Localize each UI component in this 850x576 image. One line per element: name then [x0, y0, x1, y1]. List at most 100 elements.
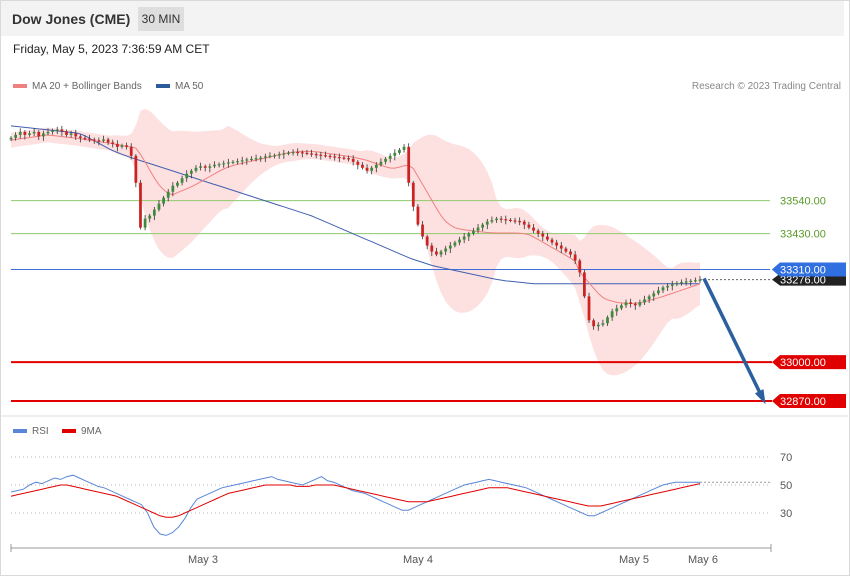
candle-body — [14, 134, 18, 138]
candle-body — [203, 166, 207, 168]
candle-body — [495, 218, 498, 221]
candle-body — [139, 182, 142, 228]
candle-body — [402, 146, 406, 150]
instrument-title: Dow Jones (CME) — [12, 11, 131, 27]
candle-body — [250, 158, 253, 161]
candle-body — [268, 155, 272, 158]
ma9-swatch-icon — [62, 429, 76, 434]
candle-body — [384, 158, 387, 162]
candle-body — [601, 323, 605, 325]
level-label-4: 32870.00 — [780, 396, 826, 408]
last-price-bg — [772, 273, 846, 286]
candle-body — [245, 159, 249, 161]
candle-body — [633, 303, 637, 306]
candle-body — [37, 131, 41, 137]
candle-body — [199, 166, 202, 168]
candle-body — [370, 167, 374, 171]
rsi-label: RSI — [32, 426, 49, 437]
candle-body — [485, 221, 489, 225]
rsi-line — [10, 474, 700, 536]
candle-body — [176, 182, 179, 186]
candle-body — [652, 293, 656, 297]
candle-body — [356, 161, 360, 165]
candle-body — [513, 220, 517, 222]
x-tick-label-1: May 4 — [403, 554, 433, 566]
candle-body — [300, 152, 304, 154]
candle-body — [51, 130, 54, 132]
candle-body — [134, 155, 138, 183]
candle-body — [606, 317, 609, 324]
candle-body — [277, 154, 281, 156]
candle-body — [365, 167, 369, 171]
candle-body — [624, 302, 628, 306]
x-tick-label-2: May 5 — [619, 554, 649, 566]
candle-body — [18, 131, 22, 135]
candle-body — [226, 162, 230, 164]
candle-body — [670, 284, 674, 286]
candle-body — [231, 161, 235, 164]
candle-body — [689, 280, 693, 283]
candle-body — [347, 158, 350, 160]
candle-body — [421, 224, 424, 237]
level-tag-bg-3 — [772, 355, 846, 370]
candle-body — [573, 254, 577, 261]
timeframe-badge[interactable]: 30 MIN — [138, 7, 184, 31]
candle-body — [629, 302, 633, 304]
candle-body — [527, 224, 531, 228]
candle-body — [435, 251, 438, 255]
candle-body — [499, 218, 503, 220]
candle-body — [282, 153, 286, 155]
research-credit: Research © 2023 Trading Central — [691, 81, 841, 92]
candle-body — [448, 245, 452, 249]
ma9-label: 9MA — [81, 426, 102, 437]
candle-body — [518, 221, 522, 223]
candle-body — [564, 248, 568, 252]
candle-body — [398, 149, 401, 153]
candle-body — [69, 133, 73, 135]
level-label-0: 33540.00 — [780, 196, 826, 208]
candle-body — [430, 245, 434, 252]
bollinger-band — [11, 108, 700, 376]
candle-body — [379, 161, 383, 165]
candle-body — [559, 245, 563, 249]
candle-body — [259, 157, 263, 159]
candle-body — [236, 161, 239, 163]
candle-body — [111, 142, 115, 144]
x-tick-label-3: May 6 — [688, 554, 718, 566]
candle-body — [46, 131, 50, 134]
candle-body — [92, 139, 96, 141]
candle-body — [125, 145, 128, 147]
candle-body — [361, 164, 364, 168]
rsi-tick-2: 30 — [780, 508, 792, 520]
candle-body — [698, 279, 702, 281]
ma20-swatch-icon — [13, 84, 27, 89]
candle-body — [157, 203, 161, 210]
candle-body — [166, 191, 170, 198]
candle-body — [305, 152, 309, 155]
candle-body — [458, 239, 461, 243]
candle-body — [23, 131, 27, 135]
chart-header: Dow Jones (CME) 30 MIN — [1, 1, 844, 36]
candle-body — [647, 296, 651, 300]
candle-body — [9, 137, 13, 140]
candle-body — [333, 156, 337, 158]
candle-body — [522, 221, 526, 225]
candle-body — [680, 282, 683, 284]
candle-body — [273, 155, 276, 157]
candle-body — [693, 280, 697, 282]
candle-body — [240, 160, 244, 162]
candle-body — [41, 133, 45, 137]
candle-body — [162, 197, 165, 204]
rsi-ma9-line — [10, 483, 701, 518]
candle-body — [263, 156, 267, 158]
candle-body — [596, 324, 600, 327]
candle-body — [310, 153, 313, 155]
last-price-tag: 33276.00 — [772, 273, 846, 287]
candle-body — [425, 236, 429, 246]
legend-ma9: 9MA — [62, 426, 102, 437]
candle-body — [439, 251, 443, 255]
candle-body — [106, 139, 110, 143]
x-tick-label-0: May 3 — [188, 554, 218, 566]
candle-body — [217, 164, 221, 166]
